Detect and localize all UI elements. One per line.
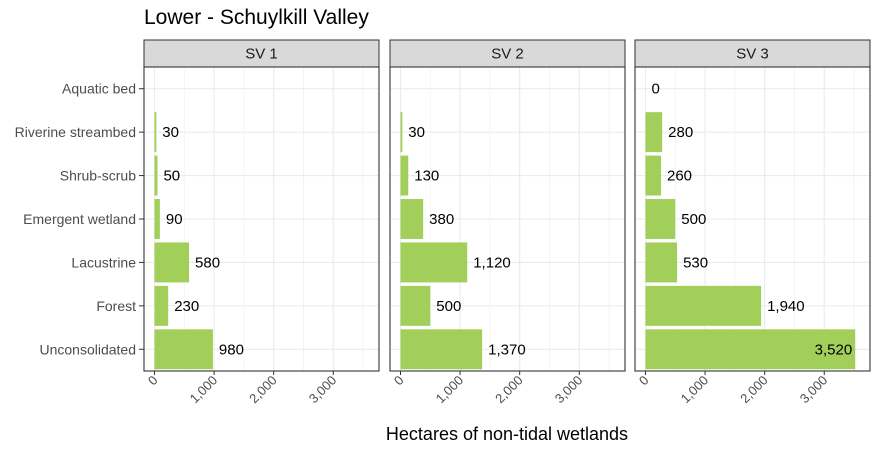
data-label-sv-3-forest: 1,940 — [767, 298, 805, 315]
bar-sv-3-unconsolidated — [645, 329, 856, 370]
data-label-sv-1-riverine-streambed: 30 — [162, 124, 179, 141]
data-label-sv-2-riverine-streambed: 30 — [408, 124, 425, 141]
data-label-sv-3-unconsolidated: 3,520 — [815, 341, 853, 358]
bar-sv-1-riverine-streambed — [154, 112, 157, 153]
category-label-forest: Forest — [96, 298, 136, 314]
data-label-sv-2-lacustrine: 1,120 — [473, 254, 511, 271]
bar-sv-2-riverine-streambed — [400, 112, 403, 153]
bar-sv-3-forest — [645, 285, 762, 326]
bar-sv-2-emergent-wetland — [400, 199, 424, 239]
x-tick-label: 0 — [145, 373, 161, 389]
x-tick-label: 1,000 — [433, 373, 467, 407]
data-label-sv-2-forest: 500 — [436, 298, 461, 315]
panel-border — [389, 66, 626, 372]
data-label-sv-3-emergent-wetland: 500 — [681, 211, 706, 228]
x-tick-label: 2,000 — [737, 373, 771, 407]
facet-label-sv-3: SV 3 — [736, 46, 769, 63]
panel-border — [634, 66, 871, 372]
x-tick-label: 1,000 — [187, 373, 221, 407]
bar-sv-3-lacustrine — [645, 242, 678, 283]
category-label-lacustrine: Lacustrine — [71, 254, 136, 270]
facet-strip — [143, 39, 380, 68]
x-tick-label: 0 — [391, 373, 407, 389]
category-label-unconsolidated: Unconsolidated — [39, 341, 136, 357]
data-label-sv-1-shrub-scrub: 50 — [163, 168, 180, 185]
data-label-sv-3-aquatic-bed: 0 — [652, 81, 660, 98]
facet-label-sv-2: SV 2 — [491, 46, 524, 63]
data-label-sv-1-lacustrine: 580 — [195, 254, 220, 271]
data-label-sv-2-shrub-scrub: 130 — [414, 168, 439, 185]
bar-sv-3-riverine-streambed — [645, 112, 663, 153]
x-tick-label: 0 — [636, 373, 652, 389]
data-label-sv-1-emergent-wetland: 90 — [166, 211, 183, 228]
bar-sv-2-forest — [400, 285, 431, 326]
bar-sv-3-emergent-wetland — [645, 199, 676, 239]
bar-sv-1-lacustrine — [154, 242, 190, 283]
category-label-aquatic-bed: Aquatic bed — [62, 81, 136, 97]
data-label-sv-1-unconsolidated: 980 — [219, 341, 244, 358]
bar-sv-1-forest — [154, 285, 169, 326]
bar-sv-2-unconsolidated — [400, 329, 483, 370]
bar-sv-3-shrub-scrub — [645, 155, 661, 196]
category-label-riverine-streambed: Riverine streambed — [15, 124, 136, 140]
x-tick-label: 3,000 — [797, 373, 831, 407]
x-tick-label: 2,000 — [492, 373, 526, 407]
chart-title: Lower - Schuylkill Valley — [144, 6, 369, 29]
x-axis-title: Hectares of non-tidal wetlands — [385, 424, 629, 444]
x-tick-label: 3,000 — [552, 373, 586, 407]
data-label-sv-3-riverine-streambed: 280 — [668, 124, 693, 141]
data-label-sv-3-lacustrine: 530 — [683, 254, 708, 271]
x-tick-label: 2,000 — [246, 373, 280, 407]
category-label-emergent-wetland: Emergent wetland — [23, 211, 136, 227]
data-label-sv-2-unconsolidated: 1,370 — [488, 341, 526, 358]
facet-label-sv-1: SV 1 — [245, 46, 278, 63]
x-tick-label: 1,000 — [678, 373, 712, 407]
bar-sv-1-unconsolidated — [154, 329, 213, 370]
bar-sv-1-shrub-scrub — [154, 155, 158, 196]
x-tick-label: 3,000 — [306, 373, 340, 407]
bar-sv-2-shrub-scrub — [400, 155, 409, 196]
data-label-sv-3-shrub-scrub: 260 — [667, 168, 692, 185]
data-label-sv-1-forest: 230 — [174, 298, 199, 315]
facet-strip — [389, 39, 626, 68]
data-label-sv-2-emergent-wetland: 380 — [429, 211, 454, 228]
category-label-shrub-scrub: Shrub-scrub — [60, 168, 136, 184]
panel-border — [143, 66, 380, 372]
facet-strip — [634, 39, 871, 68]
bar-sv-1-emergent-wetland — [154, 199, 160, 239]
bar-sv-2-lacustrine — [400, 242, 468, 283]
